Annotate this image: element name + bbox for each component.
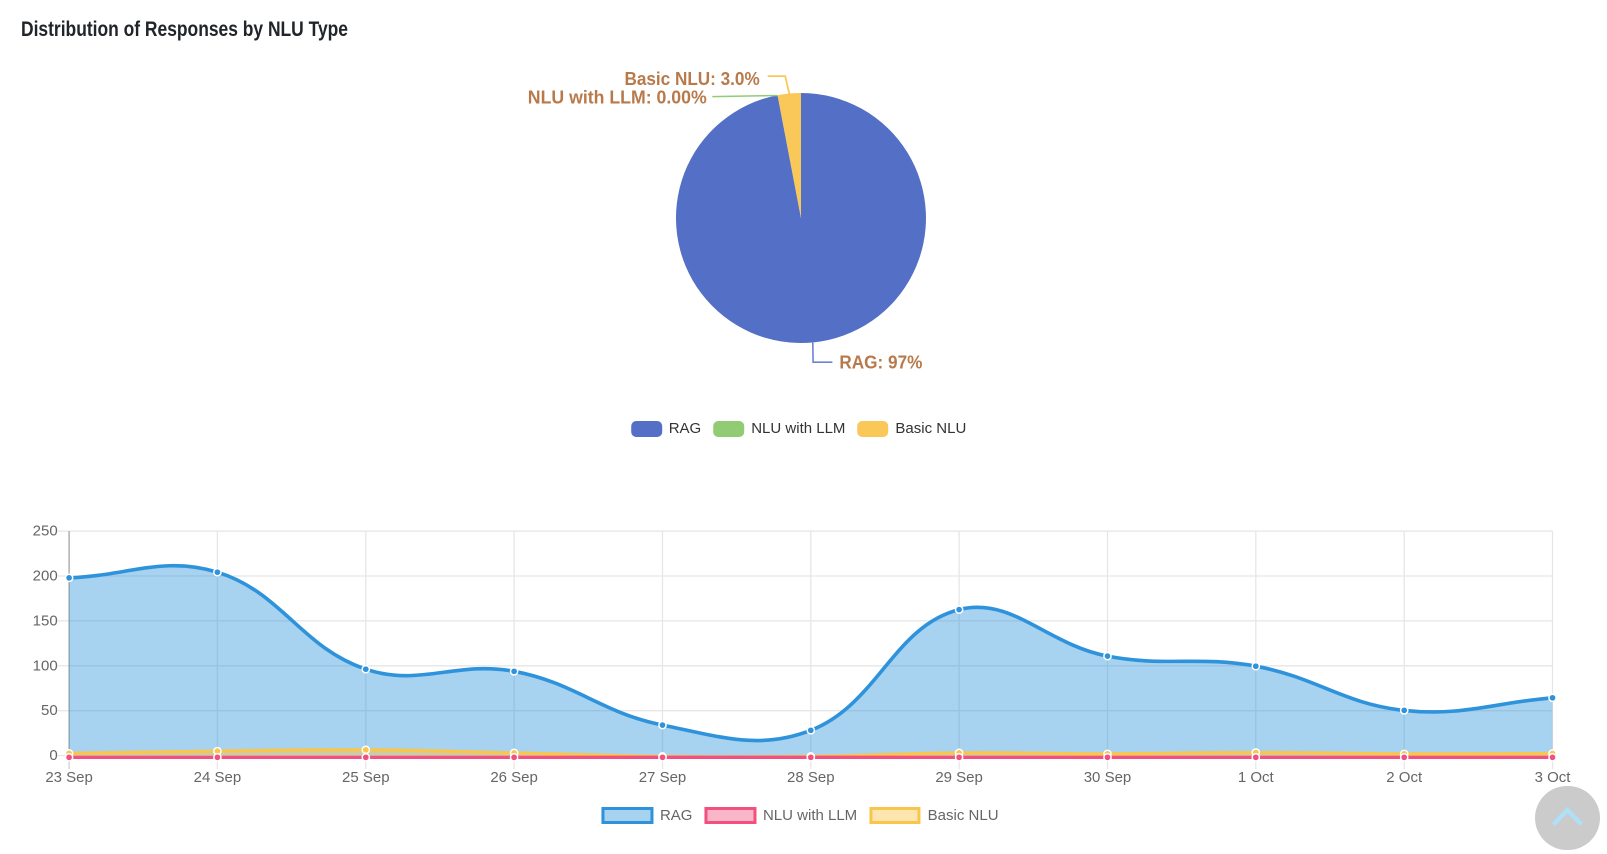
svg-text:25 Sep: 25 Sep xyxy=(342,769,390,786)
svg-text:200: 200 xyxy=(33,568,58,585)
svg-text:26 Sep: 26 Sep xyxy=(490,769,538,786)
svg-text:28 Sep: 28 Sep xyxy=(787,769,835,786)
svg-text:23 Sep: 23 Sep xyxy=(45,769,93,786)
svg-text:29 Sep: 29 Sep xyxy=(935,769,983,786)
svg-text:NLU with LLM: 0.00%: NLU with LLM: 0.00% xyxy=(528,87,707,108)
svg-text:50: 50 xyxy=(41,702,58,719)
svg-text:150: 150 xyxy=(33,612,58,629)
svg-text:27 Sep: 27 Sep xyxy=(639,769,687,786)
svg-text:250: 250 xyxy=(33,523,58,540)
svg-text:0: 0 xyxy=(49,747,57,764)
svg-text:100: 100 xyxy=(33,657,58,674)
svg-text:3 Oct: 3 Oct xyxy=(1535,769,1572,786)
svg-text:2 Oct: 2 Oct xyxy=(1386,769,1423,786)
svg-text:Basic NLU: 3.0%: Basic NLU: 3.0% xyxy=(625,68,760,89)
svg-text:RAG: 97%: RAG: 97% xyxy=(839,352,922,373)
svg-text:1 Oct: 1 Oct xyxy=(1238,769,1275,786)
svg-text:24 Sep: 24 Sep xyxy=(194,769,242,786)
svg-text:30 Sep: 30 Sep xyxy=(1084,769,1132,786)
